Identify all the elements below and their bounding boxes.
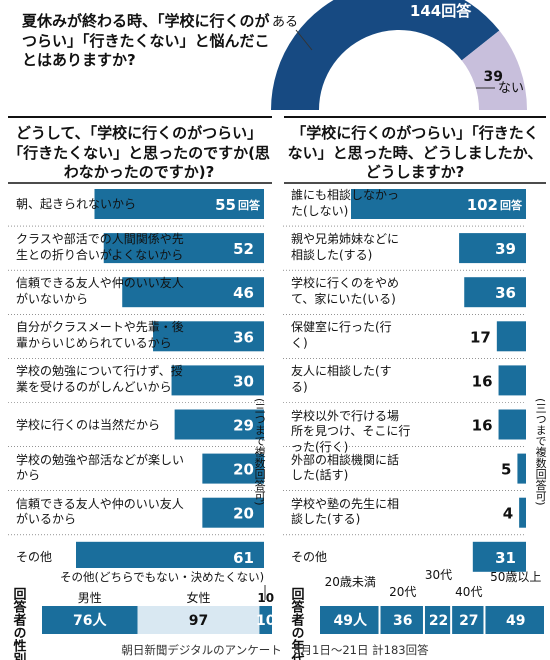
age-seg-4 — [485, 606, 544, 634]
age-seg-2 — [424, 606, 451, 634]
left-bar-value-7: 20 — [233, 505, 254, 523]
right-bar-4 — [498, 365, 526, 396]
right-bar-value-1: 39 — [495, 240, 516, 258]
right-bar-value-4: 16 — [472, 372, 493, 390]
left-bar-value-1: 52 — [233, 240, 254, 258]
gauge-leader-yes — [295, 29, 313, 51]
gauge-slice-yes — [271, 0, 500, 110]
left-bar-unit-0: 回答 — [238, 198, 261, 212]
gender-seg-0 — [42, 606, 138, 634]
right-bar-1 — [459, 233, 526, 264]
source-footer: 朝日新聞デジタルのアンケート 8月1日～21日 計183回答 — [121, 643, 429, 657]
age-seg-value-1: 36 — [393, 613, 412, 629]
right-bar-value-5: 16 — [472, 417, 493, 435]
left-bar-3 — [153, 321, 264, 352]
right-bar-value-2: 36 — [495, 284, 516, 302]
gender-seg-value-1: 97 — [189, 613, 208, 629]
left-bar-label-8: その他 — [16, 549, 53, 564]
right-bar-label-6: 外部の相談機関に話 した(話す) — [291, 452, 400, 483]
gender-seg-label-1: 女性 — [186, 590, 210, 605]
gauge-label-yes: ある — [272, 15, 298, 30]
age-seg-label-3: 40代 — [455, 585, 482, 599]
left-bar-5 — [174, 409, 264, 440]
left-bar-value-8: 61 — [233, 549, 254, 567]
left-bar-7 — [202, 497, 264, 528]
age-seg-value-0: 49人 — [334, 612, 368, 629]
right-bar-value-3: 17 — [470, 328, 491, 346]
left-bar-label-6: 学校の勉強や部活などが楽しい から — [16, 452, 185, 483]
right-bar-2 — [464, 277, 526, 308]
right-bar-8 — [472, 541, 526, 572]
right-bar-label-2: 学校に行くのをやめ て、家にいた(いる) — [291, 276, 400, 306]
left-bar-6 — [202, 453, 264, 484]
gender-seg-label-0: 男性 — [78, 591, 102, 605]
right-multi-answer-note: (三つまで複数回答可) — [534, 398, 548, 506]
right-bar-0 — [351, 189, 526, 219]
age-seg-3 — [452, 606, 484, 634]
right-bar-5 — [498, 409, 526, 440]
gender-seg-value-0: 76人 — [73, 612, 107, 629]
left-bar-8 — [76, 541, 264, 572]
left-bar-label-3: 自分がクラスメートや先輩・後 輩からいじめられているから — [16, 320, 184, 350]
gender-seg-top-2: 10 — [257, 591, 274, 605]
left-bar-value-3: 36 — [233, 328, 254, 346]
right-heading: 「学校に行くのがつらい」「行きたくない」と思った時、どうしましたか、どうしますか… — [287, 124, 543, 181]
gauge-slice-no — [461, 30, 527, 110]
left-bar-4 — [171, 365, 264, 396]
right-bar-3 — [496, 321, 526, 352]
left-bar-0 — [94, 189, 264, 219]
right-bar-value-0: 102 — [467, 196, 498, 214]
left-heading: どうして、「学校に行くのがつらい」「行きたくない」と思ったのですか(思わなかった… — [8, 124, 270, 181]
gender-other-label: その他(どちらでもない・決めたくない) — [60, 570, 264, 584]
left-bar-value-4: 30 — [233, 372, 254, 390]
age-seg-label-4: 50歳以上 — [490, 570, 541, 584]
gender-title: 回答者の性別 — [11, 587, 28, 660]
left-bar-value-0: 55 — [215, 196, 236, 214]
right-bar-6 — [517, 453, 526, 484]
gender-seg-1 — [137, 606, 260, 634]
left-bar-1 — [103, 233, 264, 264]
left-bar-value-2: 46 — [233, 284, 254, 302]
left-bar-label-1: クラスや部活での人間関係や先 生との折り合いがよくないから — [16, 232, 184, 262]
left-bar-label-4: 学校の勉強について行けず、授 業を受けるのがしんどいから — [16, 364, 183, 394]
left-bar-2 — [122, 277, 264, 308]
right-bar-label-1: 親や兄弟姉妹などに 相談した(する) — [291, 232, 400, 262]
age-seg-value-4: 49 — [506, 613, 525, 629]
left-multi-answer-note: (三つまで複数回答可) — [253, 398, 267, 506]
right-bar-label-0: 誰にも相談しなかっ た(しない) — [291, 188, 400, 218]
age-seg-label-2: 30代 — [425, 568, 452, 582]
age-seg-0 — [320, 606, 379, 634]
gender-seg-value-2: 10 — [256, 613, 276, 629]
gauge-value-yes: 144回答 — [410, 2, 472, 20]
age-title: 回答者の年代 — [289, 587, 306, 660]
left-bar-value-5: 29 — [233, 417, 254, 435]
age-seg-label-0: 20歳未満 — [325, 575, 376, 589]
right-bar-value-8: 31 — [495, 549, 516, 567]
age-seg-value-3: 27 — [459, 613, 478, 629]
left-bar-label-5: 学校に行くのは当然だから — [16, 417, 161, 432]
gender-seg-2 — [259, 606, 272, 634]
right-bar-label-5: 学校以外で行ける場 所を見つけ、そこに行った(行く) — [291, 408, 411, 454]
gauge-label-no: ない — [498, 81, 524, 96]
right-bar-value-7: 4 — [503, 505, 513, 523]
left-bar-label-2: 信頼できる友人や仲のいい友人 がいないから — [16, 276, 184, 306]
age-seg-value-2: 22 — [429, 613, 448, 629]
left-bar-label-0: 朝、起きられないから — [16, 197, 137, 211]
right-bar-label-3: 保健室に行った(行 く) — [291, 320, 392, 350]
right-bar-label-4: 友人に相談した(す る) — [291, 364, 392, 394]
right-bar-label-7: 学校や塾の先生に相 談した(する) — [291, 496, 400, 527]
left-bar-label-7: 信頼できる友人や仲のいい友人 がいるから — [16, 496, 184, 527]
age-seg-label-1: 20代 — [389, 585, 416, 599]
right-bar-label-8: その他 — [291, 549, 328, 564]
right-bar-unit-0: 回答 — [500, 198, 523, 212]
right-bar-value-6: 5 — [501, 461, 511, 479]
age-seg-1 — [380, 606, 423, 634]
question-title: 夏休みが終わる時、「学校に行くのがつらい」「行きたくない」と悩んだことはあります… — [22, 12, 270, 69]
right-bar-7 — [519, 497, 526, 528]
left-bar-value-6: 20 — [233, 461, 254, 479]
gauge-value-no: 39 — [483, 69, 502, 85]
